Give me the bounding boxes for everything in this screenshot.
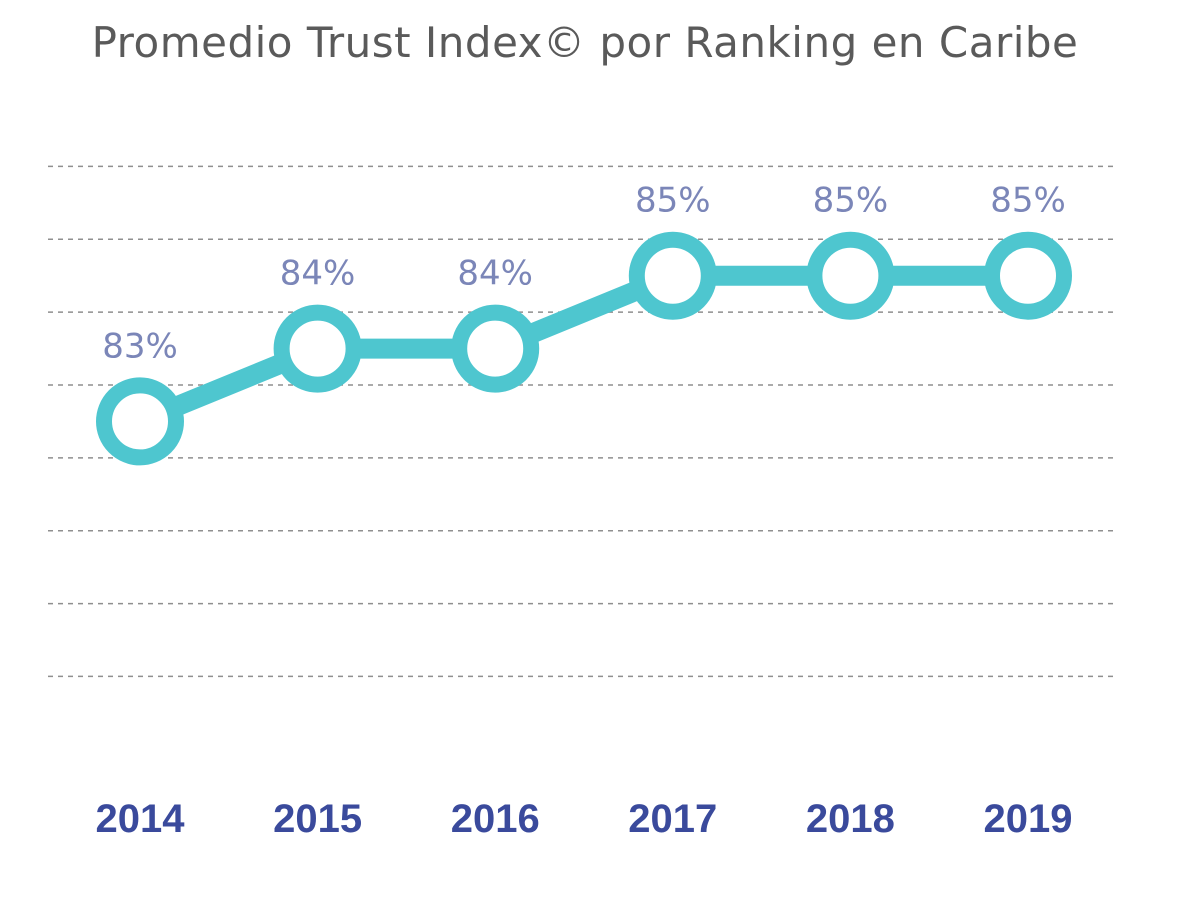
data-labels: 83% 84% 84% 85% 85% 85%: [102, 181, 1066, 367]
data-point-2018: [806, 231, 895, 320]
x-tick-label-2017: 2017: [628, 797, 717, 841]
x-tick-label-2015: 2015: [273, 797, 362, 841]
series-trust-index: [96, 231, 1072, 466]
gridlines: [48, 165, 1115, 678]
data-label-2019: 85%: [990, 181, 1066, 221]
x-tick-label-2014: 2014: [96, 797, 186, 841]
data-label-2016: 84%: [457, 254, 533, 294]
data-point-2014: [96, 377, 184, 466]
data-label-2014: 83%: [102, 326, 178, 366]
chart-title: Promedio Trust Index© por Ranking en Car…: [91, 18, 1079, 67]
x-tick-label-2016: 2016: [451, 797, 540, 841]
data-label-2018: 85%: [813, 181, 889, 221]
data-label-2017: 85%: [635, 181, 711, 221]
data-point-2019: [984, 231, 1072, 320]
data-label-2015: 84%: [280, 254, 356, 294]
x-tick-label-2019: 2019: [984, 797, 1073, 841]
data-point-2016: [451, 304, 540, 393]
data-point-2017: [628, 231, 717, 320]
x-axis-ticks: 2014 2015 2016 2017 2018 2019: [96, 797, 1073, 841]
data-point-2015: [273, 304, 362, 393]
series-line: [130, 265, 1038, 432]
x-tick-label-2018: 2018: [806, 797, 895, 841]
